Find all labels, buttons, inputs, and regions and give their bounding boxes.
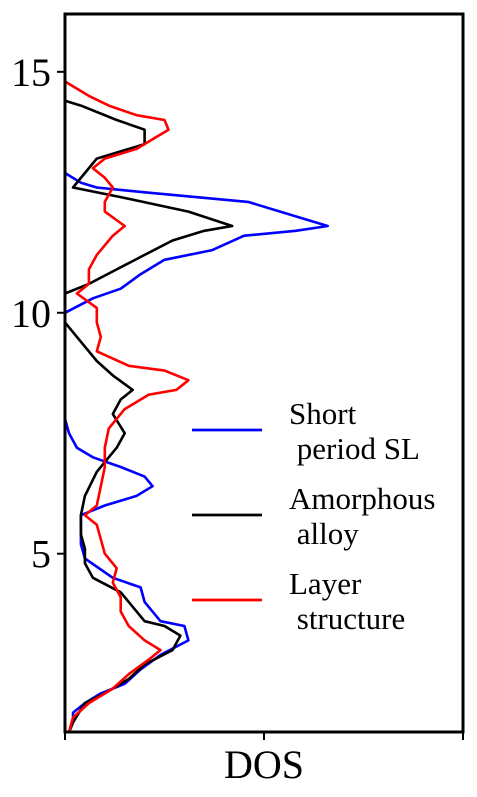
y-tick-label: 10	[11, 291, 51, 336]
legend-label-0: Short period SL	[289, 396, 420, 466]
axis-layer: 5 10 15	[11, 50, 464, 740]
series-line-2	[64, 80, 190, 733]
legend-label-2: Layer structure	[289, 566, 405, 636]
y-tick-label: 5	[31, 532, 51, 577]
legend: Short period SL Amorphous alloy Layer stru…	[192, 396, 435, 636]
y-tick-label: 15	[11, 50, 51, 95]
x-axis-label: DOS	[224, 742, 304, 787]
series-layer	[63, 80, 329, 733]
series-line-1	[63, 99, 234, 733]
legend-label-1: Amorphous alloy	[289, 481, 435, 551]
